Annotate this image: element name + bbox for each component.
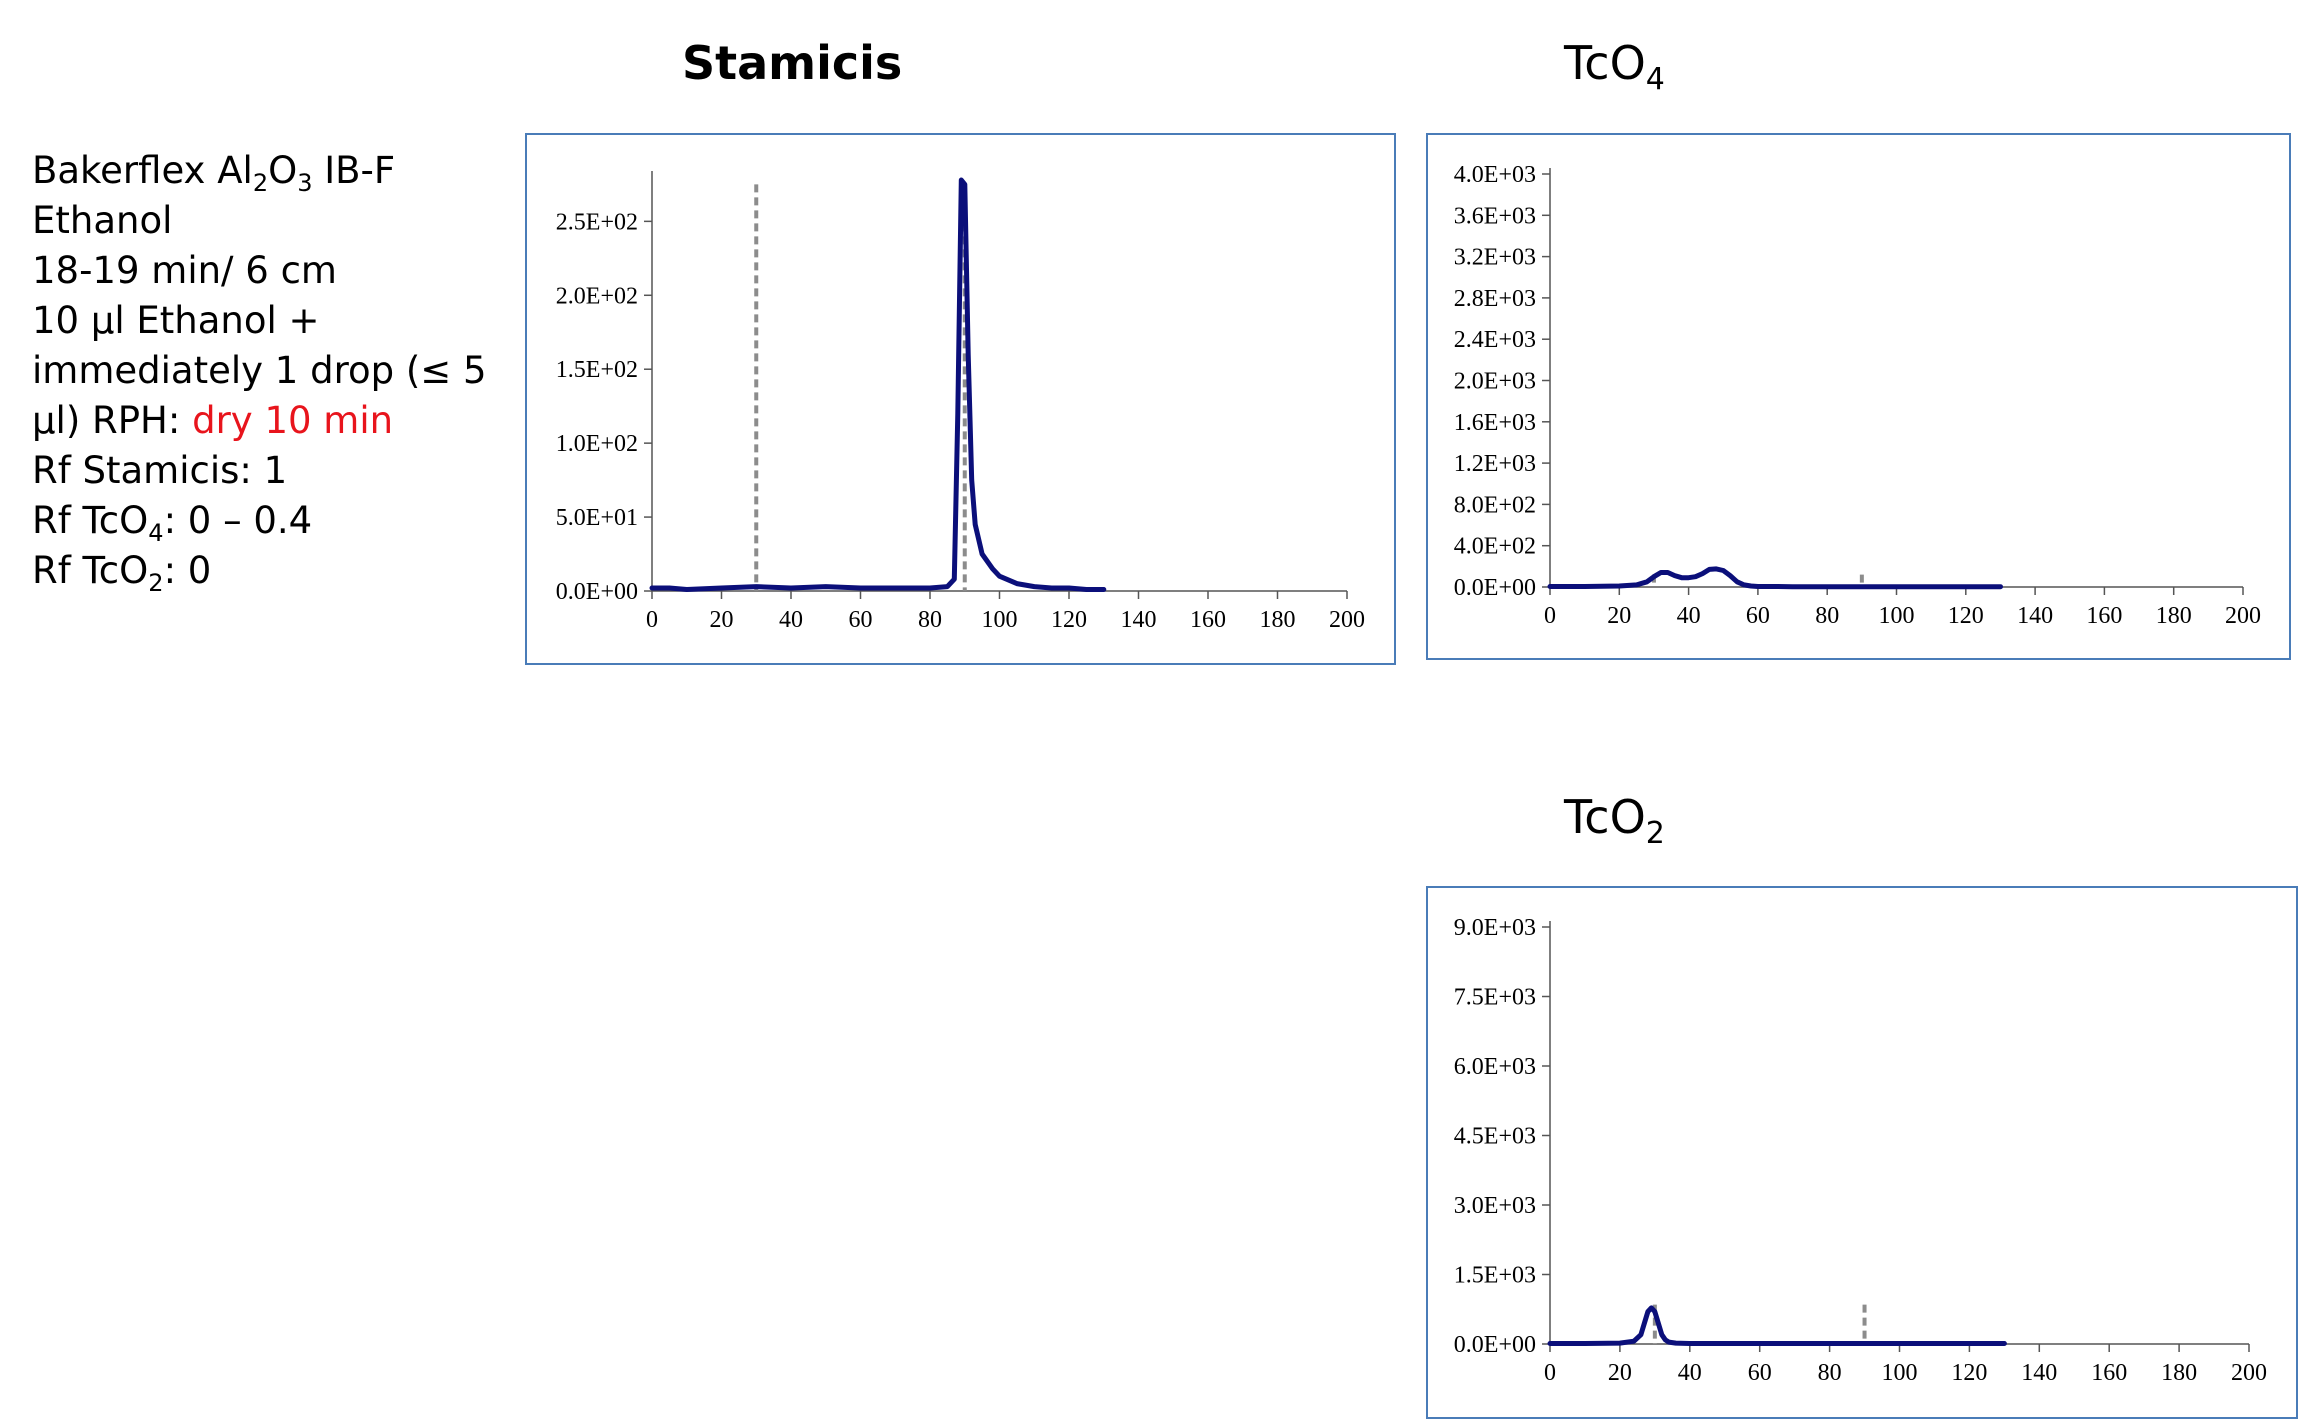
y-tick-label: 1.5E+02 <box>556 357 638 383</box>
x-tick-label: 60 <box>1746 603 1770 629</box>
y-tick-label: 7.5E+03 <box>1454 985 1536 1011</box>
y-tick-label: 2.8E+03 <box>1454 286 1536 312</box>
chart-panel-tco2: 0.0E+00 1.5E+03 3.0E+03 4.5E+03 6.0E+03 7.5E+… <box>1426 886 2298 1419</box>
y-tick-label: 1.6E+03 <box>1454 410 1536 436</box>
y-tick-label: 3.0E+03 <box>1454 1193 1536 1219</box>
x-tick-label: 160 <box>1190 607 1226 633</box>
y-tick-label: 8.0E+02 <box>1454 492 1536 518</box>
x-tick-label: 160 <box>2091 1360 2127 1386</box>
x-tick-label: 200 <box>2225 603 2261 629</box>
x-tick-label: 160 <box>2086 603 2122 629</box>
x-tick-label: 60 <box>1748 1360 1772 1386</box>
x-tick-label: 80 <box>918 607 942 633</box>
description-line-8: Rf TcO4: 0 – 0.4 <box>32 499 313 547</box>
x-tick-label: 180 <box>1260 607 1296 633</box>
y-tick-label: 4.0E+03 <box>1454 162 1536 188</box>
y-tick-label: 3.6E+03 <box>1454 203 1536 229</box>
y-tick-label: 0.0E+00 <box>1454 575 1536 601</box>
y-tick-label: 1.2E+03 <box>1454 451 1536 477</box>
series-line <box>1547 1305 2007 1346</box>
x-tick-label: 0 <box>1544 1360 1556 1386</box>
y-tick-label: 3.2E+03 <box>1454 245 1536 271</box>
chart-svg-stamicis: 0.0E+00 5.0E+01 1.0E+02 1.5E+02 2.0E+02 2.5E+… <box>556 171 1365 633</box>
description-line-1: Bakerflex Al2O3 IB-F <box>32 149 396 197</box>
description-block: Bakerflex Al2O3 IB-F Ethanol 18-19 min/ … <box>32 146 487 596</box>
description-line-2: Ethanol <box>32 199 173 242</box>
chart-title-tco4: TcO4 <box>1564 36 1665 97</box>
x-tick-label: 80 <box>1815 603 1839 629</box>
x-tick-label: 40 <box>1677 603 1701 629</box>
y-tick-label: 1.5E+03 <box>1454 1263 1536 1289</box>
y-tick-label: 2.5E+02 <box>556 209 638 235</box>
x-tick-label: 120 <box>1051 607 1087 633</box>
x-tick-label: 120 <box>1948 603 1984 629</box>
chart-panel-stamicis: 0.0E+00 5.0E+01 1.0E+02 1.5E+02 2.0E+02 2.5E+… <box>525 133 1396 665</box>
description-line-6: µl) RPH: dry 10 min <box>32 399 394 442</box>
x-tick-label: 100 <box>1882 1360 1918 1386</box>
x-tick-label: 200 <box>1329 607 1365 633</box>
series-line <box>649 177 1107 592</box>
chart-title-tco2: TcO2 <box>1564 790 1665 851</box>
x-tick-label: 140 <box>1121 607 1157 633</box>
x-tick-label: 0 <box>1544 603 1556 629</box>
description-line-3: 18-19 min/ 6 cm <box>32 249 337 292</box>
chart-title-stamicis: Stamicis <box>682 36 903 90</box>
y-tick-label: 2.0E+03 <box>1454 369 1536 395</box>
chart-panel-tco4: 0.0E+00 4.0E+02 8.0E+02 1.2E+03 1.6E+03 2.0E+… <box>1426 133 2291 660</box>
x-tick-label: 200 <box>2231 1360 2267 1386</box>
description-line-5: immediately 1 drop (≤ 5 <box>32 349 487 392</box>
x-tick-label: 120 <box>1951 1360 1987 1386</box>
y-tick-label: 0.0E+00 <box>1454 1332 1536 1358</box>
x-tick-label: 140 <box>2017 603 2053 629</box>
y-tick-label: 2.4E+03 <box>1454 327 1536 353</box>
x-tick-label: 180 <box>2156 603 2192 629</box>
x-tick-label: 20 <box>710 607 734 633</box>
series-line <box>1547 566 2003 590</box>
x-tick-label: 100 <box>1879 603 1915 629</box>
x-tick-label: 0 <box>646 607 658 633</box>
y-tick-label: 6.0E+03 <box>1454 1054 1536 1080</box>
y-tick-label: 5.0E+01 <box>556 505 638 531</box>
description-line-4: 10 µl Ethanol + <box>32 299 320 342</box>
y-tick-label: 0.0E+00 <box>556 579 638 605</box>
chart-svg-tco4: 0.0E+00 4.0E+02 8.0E+02 1.2E+03 1.6E+03 2.0E+… <box>1454 162 2261 629</box>
x-tick-label: 20 <box>1608 1360 1632 1386</box>
description-line-7: Rf Stamicis: 1 <box>32 449 288 492</box>
chart-svg-tco2: 0.0E+00 1.5E+03 3.0E+03 4.5E+03 6.0E+03 7.5E+… <box>1454 915 2267 1386</box>
x-tick-label: 60 <box>849 607 873 633</box>
x-tick-label: 140 <box>2021 1360 2057 1386</box>
dry-time-highlight: dry 10 min <box>192 399 394 442</box>
y-tick-label: 1.0E+02 <box>556 431 638 457</box>
x-tick-label: 80 <box>1818 1360 1842 1386</box>
description-line-9: Rf TcO2: 0 <box>32 549 212 597</box>
y-tick-label: 4.0E+02 <box>1454 534 1536 560</box>
y-tick-label: 4.5E+03 <box>1454 1124 1536 1150</box>
x-tick-label: 40 <box>1678 1360 1702 1386</box>
x-tick-label: 40 <box>779 607 803 633</box>
x-tick-label: 100 <box>982 607 1018 633</box>
x-tick-label: 180 <box>2161 1360 2197 1386</box>
y-tick-label: 9.0E+03 <box>1454 915 1536 941</box>
y-tick-label: 2.0E+02 <box>556 283 638 309</box>
x-tick-label: 20 <box>1607 603 1631 629</box>
